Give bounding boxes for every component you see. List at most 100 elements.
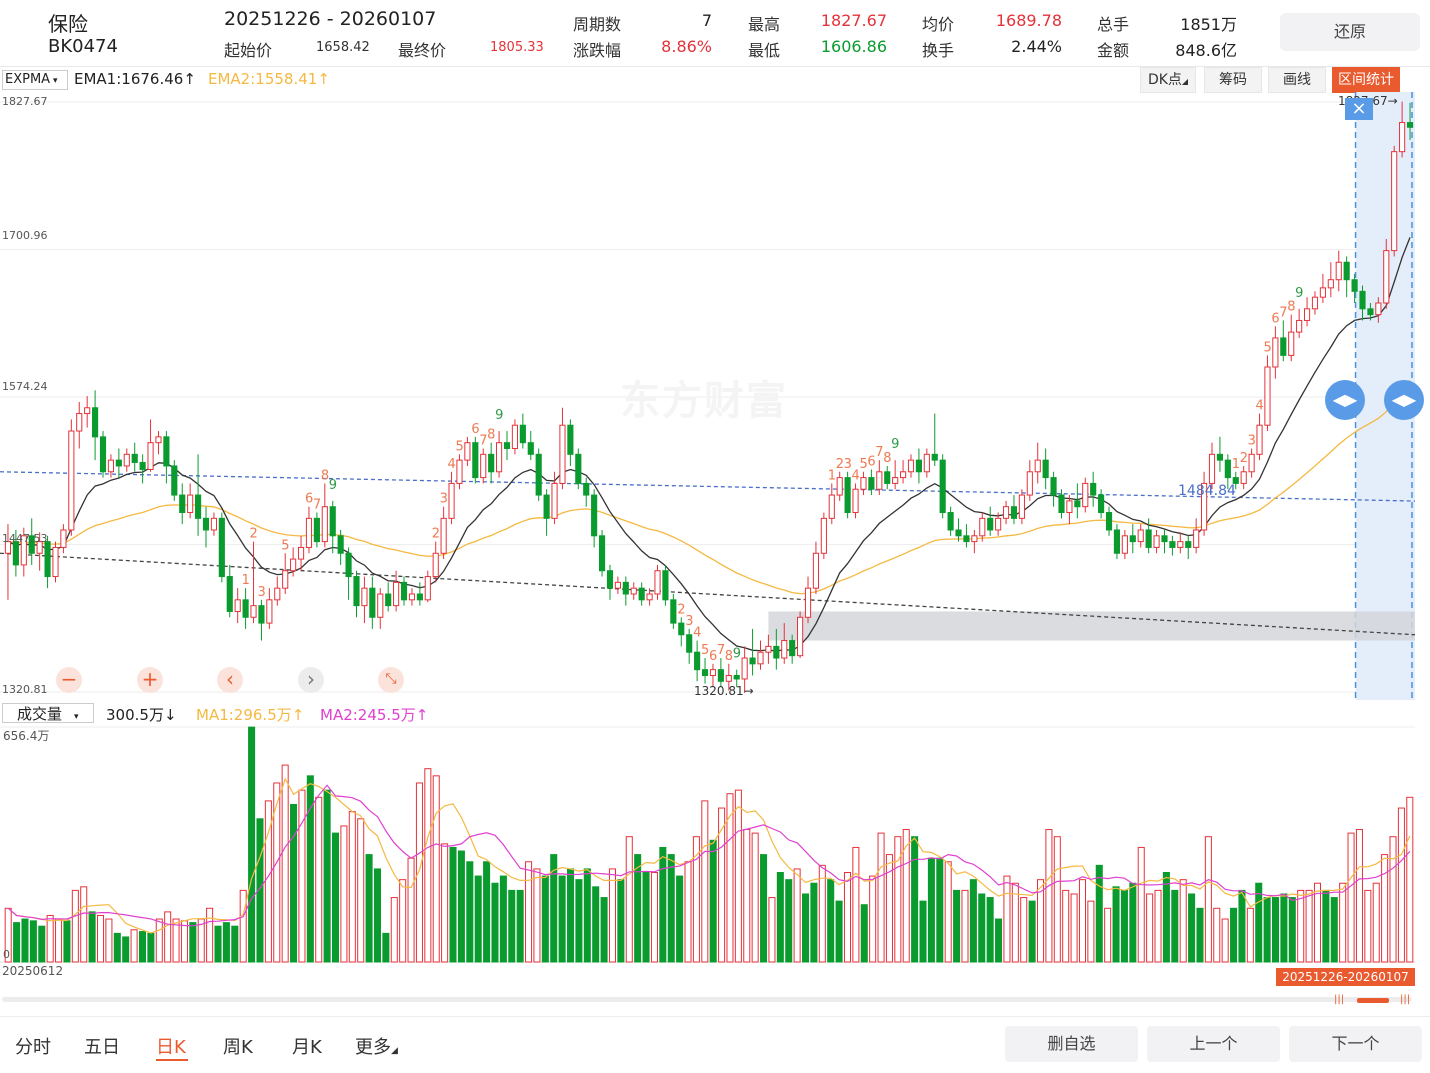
candle <box>68 419 75 536</box>
tab-weekly-k[interactable]: 周K <box>223 1037 253 1058</box>
time-scrollbar[interactable] <box>2 997 1412 1002</box>
collapse-button[interactable]: ⤡ <box>378 667 404 693</box>
next-button[interactable]: 下一个 <box>1289 1026 1422 1062</box>
volume-bar <box>155 918 163 963</box>
candle-body <box>1327 279 1334 289</box>
candle <box>519 413 526 449</box>
candle-body <box>1098 494 1105 514</box>
candle-body <box>717 669 724 682</box>
volume-bar <box>911 836 919 963</box>
candle <box>963 524 970 548</box>
volume-bar <box>1020 897 1028 963</box>
scroll-right-button[interactable]: › <box>298 667 324 693</box>
candle <box>614 576 621 595</box>
turnover-label: 换手 <box>922 41 955 60</box>
volume-bar <box>474 875 482 963</box>
candle <box>733 669 740 688</box>
range-handle-left[interactable]: ◀▶ <box>1325 380 1365 420</box>
count-mark: 6 <box>305 492 313 507</box>
dk-point-button[interactable]: DK点◢ <box>1140 67 1196 93</box>
count-mark: 9 <box>329 478 337 493</box>
volume-bar <box>801 893 810 963</box>
candle <box>92 390 99 461</box>
tab-daily-k[interactable]: 日K <box>156 1037 186 1058</box>
volume-bar <box>1204 836 1212 963</box>
count-mark: 7 <box>1279 305 1287 320</box>
volume-bar <box>516 889 524 963</box>
candle-body <box>1343 261 1350 281</box>
count-mark: 4 <box>448 457 456 472</box>
candle-body <box>1272 337 1279 368</box>
volume-bar <box>415 782 423 963</box>
candle <box>1351 273 1358 303</box>
indicator-selector[interactable]: EXPMA ▾ <box>2 70 68 90</box>
candle <box>1240 465 1247 490</box>
candle <box>28 518 35 565</box>
volume-bar <box>164 911 172 963</box>
volume-bar <box>231 925 239 963</box>
volume-bar <box>147 932 155 963</box>
ma2-line <box>7 784 1411 927</box>
interval-stats-button[interactable]: 区间统计 <box>1332 67 1400 93</box>
candle <box>955 518 962 542</box>
volume-bar <box>55 918 63 963</box>
close-range-button[interactable]: × <box>1345 98 1373 120</box>
volume-bar <box>1255 882 1263 963</box>
volume-bar <box>491 882 499 963</box>
volume-selector[interactable]: 成交量 ▾ <box>2 703 94 723</box>
zoom-in-button[interactable]: + <box>137 667 163 693</box>
range-handle-right[interactable]: ◀▶ <box>1384 380 1424 420</box>
previous-button[interactable]: 上一个 <box>1147 1026 1280 1062</box>
candle <box>226 564 233 618</box>
close-icon: × <box>1351 98 1367 119</box>
candle-body <box>923 453 930 473</box>
volume-bar <box>424 768 432 963</box>
candle <box>630 582 637 600</box>
candle-body <box>535 453 542 496</box>
scroll-thumb[interactable]: ||| ||| <box>1330 993 1415 1007</box>
volume-bar <box>835 900 843 963</box>
candle <box>84 396 91 428</box>
avg-value: 1689.78 <box>995 11 1062 30</box>
candle <box>670 594 677 629</box>
tab-intraday[interactable]: 分时 <box>15 1037 51 1058</box>
candle-body <box>812 552 820 589</box>
count-mark: 2 <box>432 527 440 542</box>
count-mark: 5 <box>701 643 709 658</box>
tab-monthly-k[interactable]: 月K <box>292 1037 322 1058</box>
volume-chart[interactable] <box>0 725 1420 965</box>
count-mark: 1 <box>1232 457 1240 472</box>
trend-line-upper <box>0 471 1416 502</box>
stock-header: 保险 BK0474 20251226 - 20260107 起始价 1658.4… <box>0 0 1430 66</box>
candle-body <box>630 587 637 595</box>
trend-line-lower <box>0 552 1416 636</box>
count-mark: 3 <box>1248 433 1256 448</box>
candle <box>250 541 257 624</box>
volume-bar <box>197 918 205 963</box>
tab-more[interactable]: 更多◢ <box>355 1033 398 1059</box>
draw-line-button[interactable]: 画线 <box>1268 67 1326 93</box>
candle <box>1359 285 1366 321</box>
candle-body <box>12 541 19 566</box>
restore-button[interactable]: 还原 <box>1280 13 1420 51</box>
candle <box>179 483 186 525</box>
candle <box>551 471 558 525</box>
candle-body <box>385 593 392 607</box>
ma1-readout: MA1:296.5万↑ <box>196 704 304 725</box>
scroll-left-button[interactable]: ‹ <box>217 667 243 693</box>
zoom-out-button[interactable]: − <box>56 667 82 693</box>
chips-button[interactable]: 筹码 <box>1204 67 1262 93</box>
candle <box>210 512 217 536</box>
remove-watchlist-button[interactable]: 删自选 <box>1005 1026 1138 1062</box>
volume-bar <box>743 829 751 963</box>
candle-body <box>598 535 606 572</box>
volume-bar <box>1288 897 1296 963</box>
volume-bar <box>701 800 709 963</box>
candle <box>1185 535 1192 560</box>
volume-bar <box>1104 907 1112 963</box>
candle-body <box>844 477 851 514</box>
tab-five-day[interactable]: 五日 <box>84 1037 120 1058</box>
candle-body <box>797 616 804 657</box>
candle <box>1256 413 1263 461</box>
